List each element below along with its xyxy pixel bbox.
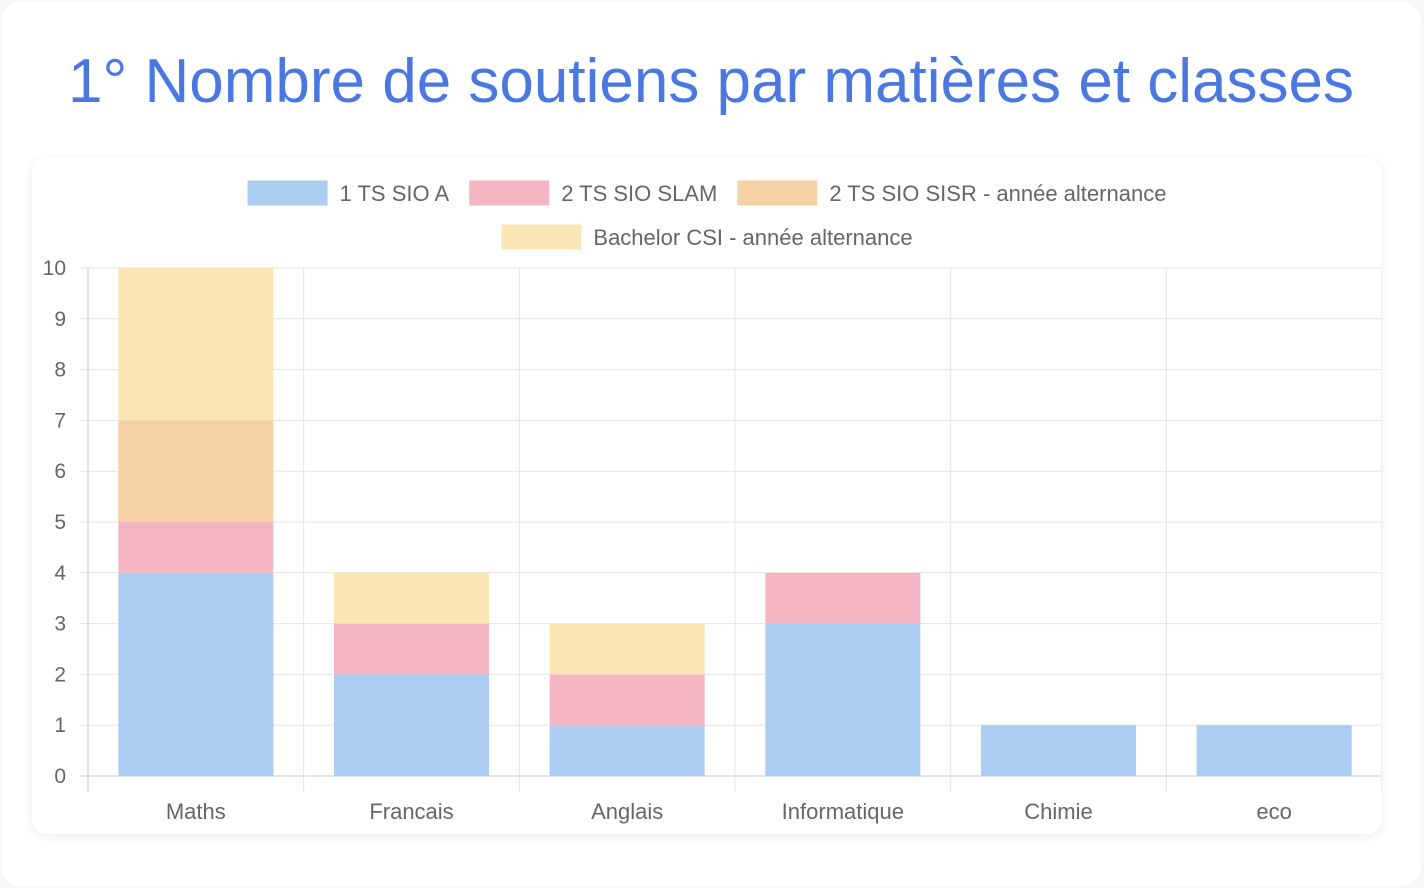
- page-title: 1° Nombre de soutiens par matières et cl…: [67, 47, 1355, 116]
- legend-item-series-1[interactable]: 1 TS SIO A: [247, 180, 450, 207]
- legend-label: Bachelor CSI - année alternance: [593, 225, 912, 250]
- legend-item-series-2[interactable]: 2 TS SIO SLAM: [469, 180, 717, 207]
- bars: [118, 268, 1352, 776]
- y-tick-label: 10: [43, 257, 66, 280]
- legend-swatch: [469, 180, 550, 206]
- y-tick-label: 2: [54, 663, 66, 686]
- x-tick-label: Francais: [369, 799, 453, 824]
- legend-item-series-4[interactable]: Bachelor CSI - année alternance: [501, 224, 913, 251]
- x-tick-label: Maths: [166, 799, 226, 824]
- y-tick-label: 4: [54, 562, 66, 585]
- bar-anglais-series-4[interactable]: [549, 623, 705, 675]
- bar-francais-series-2[interactable]: [334, 623, 489, 675]
- legend-item-series-3[interactable]: 2 TS SIO SISR - année alternance: [737, 180, 1166, 207]
- y-tick-label: 5: [54, 511, 66, 534]
- legend[interactable]: 1 TS SIO A 2 TS SIO SLAM 2 TS SIO SISR - a…: [247, 180, 1167, 251]
- bar-maths-series-4[interactable]: [118, 268, 274, 421]
- y-tick-label: 9: [54, 308, 66, 331]
- y-tick-label: 0: [54, 765, 66, 788]
- bar-maths-series-3[interactable]: [118, 420, 274, 522]
- bar-anglais-series-2[interactable]: [549, 674, 705, 726]
- legend-label: 1 TS SIO A: [340, 181, 450, 206]
- bar-francais-series-1[interactable]: [334, 674, 489, 776]
- chart-card: 0 1 2 3 4 5 6 7 8 9 10 Maths Francais Anglais Informat…: [32, 158, 1382, 834]
- legend-label: 2 TS SIO SISR - année alternance: [829, 181, 1166, 206]
- legend-swatch: [737, 180, 818, 206]
- axes: 0 1 2 3 4 5 6 7 8 9 10 Maths Francais Anglais Informat…: [43, 257, 1292, 824]
- x-tick-label: Chimie: [1024, 799, 1092, 824]
- x-tick-label: Informatique: [782, 799, 904, 824]
- legend-swatch: [247, 180, 328, 206]
- y-tick-label: 3: [54, 613, 66, 636]
- x-tick-label: eco: [1256, 799, 1291, 824]
- bar-maths-series-1[interactable]: [118, 572, 274, 776]
- bar-chimie-series-1[interactable]: [981, 725, 1136, 776]
- y-tick-label: 8: [54, 359, 66, 382]
- y-tick-label: 7: [54, 409, 66, 432]
- stacked-bar-chart: 0 1 2 3 4 5 6 7 8 9 10 Maths Francais Anglais Informat…: [43, 180, 1382, 824]
- x-tick-label: Anglais: [591, 799, 663, 824]
- y-tick-label: 6: [54, 460, 66, 483]
- y-tick-label: 1: [54, 714, 66, 737]
- bar-francais-series-4[interactable]: [334, 572, 489, 624]
- legend-label: 2 TS SIO SLAM: [561, 181, 717, 206]
- legend-swatch: [501, 224, 582, 250]
- bar-informatique-series-1[interactable]: [765, 623, 921, 776]
- bar-maths-series-2[interactable]: [118, 522, 274, 573]
- bar-eco-series-1[interactable]: [1196, 725, 1352, 776]
- bar-anglais-series-1[interactable]: [549, 725, 705, 776]
- grid-lines: [80, 267, 1382, 792]
- bar-informatique-series-2[interactable]: [765, 572, 921, 624]
